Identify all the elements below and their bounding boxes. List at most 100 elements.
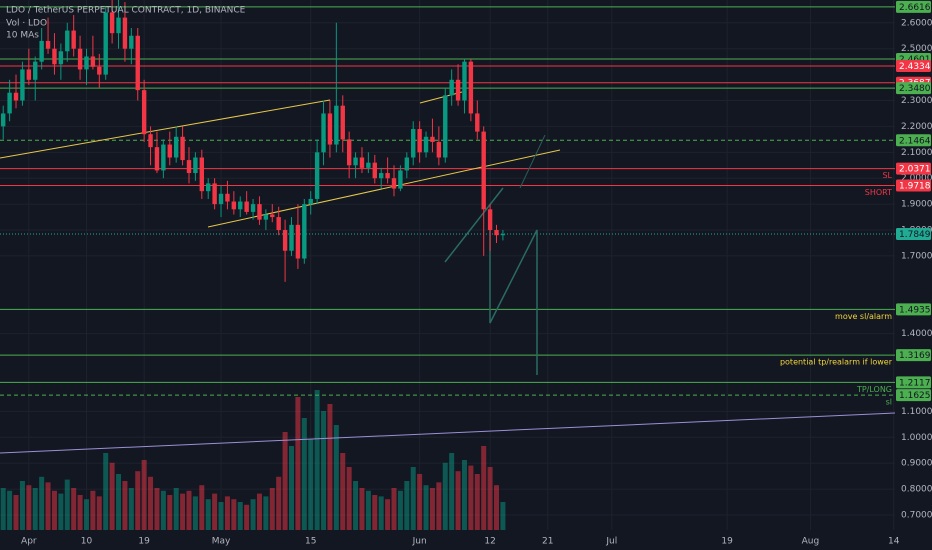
volume-bar [148, 476, 154, 530]
y-tick-label: 2.5000 [901, 44, 932, 54]
volume-bar [494, 485, 500, 530]
candle-body [180, 136, 185, 161]
volume-bar [263, 496, 269, 530]
candle-body [116, 17, 121, 34]
candle-body [238, 201, 243, 210]
candle-body [109, 12, 115, 34]
candle-body [417, 129, 422, 153]
price-label: 1.3169 [899, 351, 931, 361]
candle-body [167, 144, 172, 158]
volume-bar [180, 493, 186, 530]
level-note: SL [882, 171, 892, 180]
y-tick-label: 0.7000 [901, 510, 932, 520]
volume-bar [167, 495, 173, 530]
x-tick-label: May [212, 537, 231, 547]
y-tick-label: 2.2000 [901, 122, 932, 132]
volume-bar [13, 495, 19, 530]
candle-body [231, 201, 237, 210]
level-note: potential tp/realarm if lower [780, 358, 893, 367]
volume-bar [321, 411, 327, 530]
candle-body [206, 183, 211, 192]
volume-bar [410, 467, 416, 530]
volume-bar [212, 493, 218, 530]
volume-bar [39, 476, 45, 530]
price-label-box [896, 389, 931, 402]
x-tick-label: Aug [802, 537, 820, 547]
candle-body [308, 198, 313, 205]
volume-bar [346, 467, 352, 530]
candle-body [276, 217, 281, 231]
volume-bar [116, 474, 122, 530]
candle-body [193, 157, 198, 174]
candle-body [340, 105, 345, 140]
volume-bar [186, 490, 192, 530]
price-label-box [896, 349, 931, 362]
volume-bar [141, 460, 147, 530]
candle-body [161, 144, 166, 171]
candle-body [462, 61, 467, 101]
candle-body [52, 48, 57, 65]
price-label-box [896, 162, 931, 175]
price-label-box [896, 59, 931, 72]
volume-bar [224, 496, 230, 530]
price-label: 1.7849 [899, 230, 931, 240]
volume-bar [135, 471, 141, 530]
volume-bar [333, 425, 339, 530]
candle-body [77, 48, 83, 70]
y-tick-label: 1.1000 [901, 407, 932, 417]
projection [519, 134, 546, 189]
price-label: 2.6616 [899, 3, 931, 13]
candle-body [327, 113, 333, 145]
price-label: 1.2117 [899, 378, 931, 388]
candle-body [141, 90, 147, 135]
volume-bar [269, 488, 275, 530]
candle-body [33, 61, 38, 80]
candle-body [97, 66, 102, 75]
volume-bar [372, 495, 378, 530]
price-label: 2.1464 [899, 136, 931, 146]
candle-body [353, 157, 358, 166]
chart-title: LDO / TetherUS PERPETUAL CONTRACT, 1D, B… [6, 6, 246, 16]
volume-bar [103, 453, 109, 530]
candle-body [1, 113, 6, 127]
x-tick-label: Jun [412, 537, 427, 547]
price-label: 2.3480 [899, 84, 931, 94]
volume-bar [295, 397, 301, 530]
candle-body [199, 157, 205, 192]
y-tick-label: 2.6000 [901, 18, 932, 28]
candle-layer [1, 0, 506, 282]
x-tick-label: Jul [605, 537, 617, 547]
volume-bar [154, 488, 160, 530]
y-tick-label: 0.8000 [901, 485, 932, 495]
candle-body [295, 224, 301, 259]
candle-body [218, 193, 224, 205]
candle-body [481, 131, 486, 210]
volume-bar [32, 488, 38, 530]
volume-bar [487, 467, 493, 530]
price-label-box [896, 227, 931, 240]
candle-body [436, 141, 442, 158]
volume-bar [90, 490, 96, 530]
x-tick-label: Apr [21, 537, 37, 547]
candle-body [20, 69, 25, 101]
volume-bar [83, 499, 89, 530]
volume-bar [391, 488, 397, 530]
x-tick-label: 19 [721, 537, 733, 547]
volume-bar [449, 453, 455, 530]
candle-body [270, 214, 275, 218]
candle-body [398, 170, 403, 189]
volume-bar [7, 490, 13, 530]
candle-body [45, 40, 51, 49]
candle-body [39, 40, 44, 62]
y-tick-label: 2.1000 [901, 148, 932, 158]
y-tick-label: 1.7000 [901, 251, 932, 261]
x-tick-label: 12 [484, 537, 495, 547]
volume-bar [205, 499, 211, 530]
y-tick-label: 2.3000 [901, 96, 932, 106]
candle-body [494, 230, 499, 236]
volume-bar [397, 490, 403, 530]
axis-layer: 2.6000 2.5000 2.3000 2.2000 2.1000 2.0000 1.90… [21, 0, 932, 547]
candle-body [129, 35, 134, 49]
candle-body [7, 92, 12, 114]
